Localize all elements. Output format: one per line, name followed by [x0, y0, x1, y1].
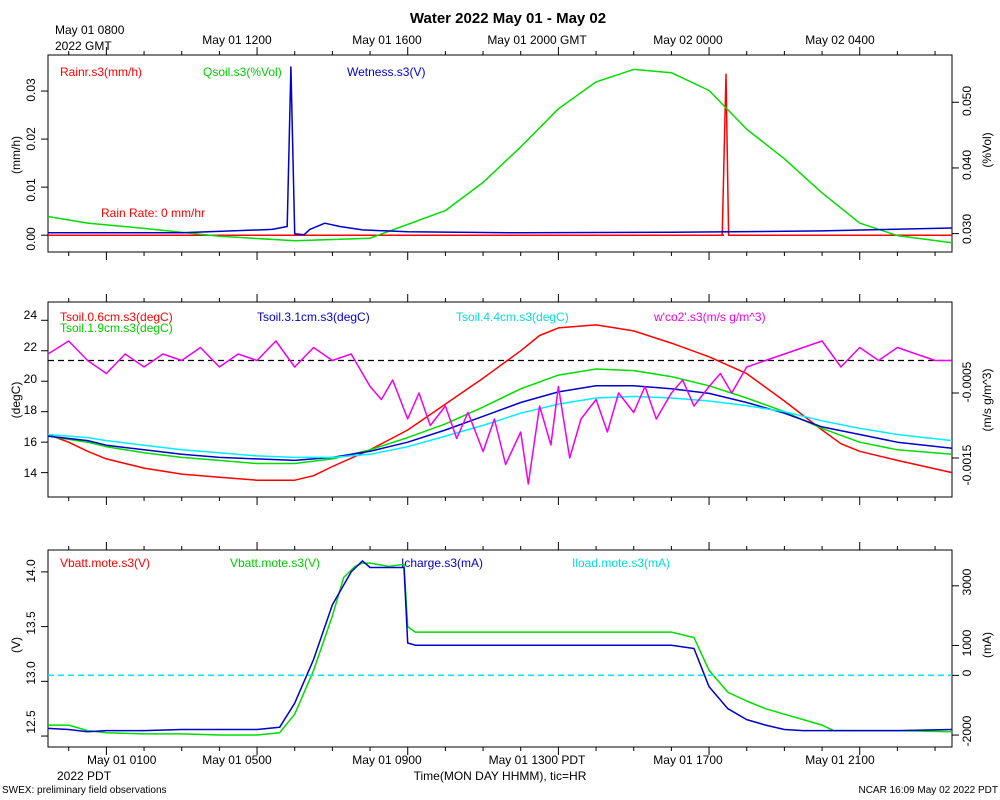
- p2-legend-tsoil31: Tsoil.3.1cm.s3(degC): [257, 310, 370, 324]
- p2-legend-tsoil44: Tsoil.4.4cm.s3(degC): [456, 310, 569, 324]
- p3-left-tick-3: 14.0: [24, 559, 38, 583]
- footer-left: SWEX: preliminary field observations: [2, 785, 167, 796]
- footer-right: NCAR 16:09 May 02 2022 PDT: [858, 785, 998, 796]
- p3-right-tick-2: 1000: [960, 629, 974, 656]
- p2-right-tick-0: -0.0015: [960, 444, 974, 485]
- bottom-tick-label-1: May 01 0500: [202, 753, 272, 767]
- p3-legend-iload: Iload.mote.s3(mA): [572, 556, 670, 570]
- p1-left-tick-1: 0.01: [24, 178, 38, 202]
- p2-left-tick-1: 16: [24, 435, 38, 449]
- p1-annotation: Rain Rate: 0 mm/hr: [101, 206, 205, 220]
- p2-left-tick-4: 22: [24, 340, 38, 354]
- top-tick-label-1: May 01 1600: [352, 33, 422, 47]
- p3-left-ylabel: (V): [9, 637, 23, 653]
- series-line-wetness-s3-v-: [48, 66, 953, 236]
- p3-right-ylabel: (mA): [980, 632, 994, 658]
- bottom-tick-label-4: May 01 1700: [653, 753, 723, 767]
- top-start-label-2: 2022 GMT: [55, 39, 112, 53]
- series-line-icharge-s3-ma-: [47, 560, 953, 733]
- series-line-tsoil-4-4cm-s3-degc-: [47, 395, 953, 459]
- p2-legend-tsoil06: Tsoil.0.6cm.s3(degC): [60, 310, 173, 324]
- p1-right-tick-1: 0.040: [960, 150, 974, 180]
- series-line-w-co2-s3-m-s-g-m-3-: [47, 340, 952, 485]
- panel-1-frame: [47, 54, 953, 253]
- p2-right-ylabel: (m/s g/m^3): [980, 369, 994, 432]
- p1-legend-qsoil: Qsoil.s3(%Vol): [203, 65, 282, 79]
- p3-right-tick-0: -2000: [960, 715, 974, 746]
- p2-legend-tsoil19: Tsoil.1.9cm.s3(degC): [60, 321, 173, 335]
- p2-right-tick-1: -0.0005: [960, 361, 974, 402]
- p1-left-tick-3: 0.03: [24, 78, 38, 102]
- p3-legend-icharge: Icharge.s3(mA): [401, 556, 483, 570]
- p2-left-tick-5: 24: [24, 308, 38, 322]
- bottom-xlabel: Time(MON DAY HHMM), tic=HR: [414, 769, 587, 783]
- p1-legend-wetness: Wetness.s3(V): [347, 65, 425, 79]
- p1-right-tick-2: 0.050: [960, 86, 974, 116]
- chart-marks: [41, 47, 959, 755]
- p3-right-tick-1: 0: [960, 669, 974, 676]
- p2-left-tick-3: 20: [24, 372, 38, 386]
- p3-left-tick-0: 12.5: [24, 710, 38, 734]
- p1-left-tick-2: 0.02: [24, 127, 38, 151]
- bottom-tick-label-5: May 01 2100: [805, 753, 875, 767]
- p2-left-tick-0: 14: [24, 466, 38, 480]
- panel-2-frame: [47, 301, 953, 498]
- chart-title: Water 2022 May 01 - May 02: [410, 10, 606, 27]
- p1-legend-rain: Rainr.s3(mm/h): [60, 65, 142, 79]
- p3-right-tick-3: 3000: [960, 568, 974, 595]
- series-line-tsoil-3-1cm-s3-degc-: [47, 385, 953, 462]
- p3-left-tick-1: 13.0: [24, 661, 38, 685]
- bottom-tick-label-2: May 01 0900: [352, 753, 422, 767]
- top-tick-label-2: May 01 2000 GMT: [487, 33, 587, 47]
- bottom-start-label: 2022 PDT: [57, 769, 112, 783]
- p3-legend-vbatt-green: Vbatt.mote.s3(V): [230, 556, 320, 570]
- bottom-tick-label-0: May 01 0100: [87, 753, 157, 767]
- p1-left-ylabel: (mm/h): [9, 136, 23, 174]
- p3-left-tick-2: 13.5: [24, 611, 38, 635]
- panel-3-frame: [47, 549, 953, 748]
- top-start-label-1: May 01 0800: [55, 23, 125, 37]
- p3-legend-vbatt-red: Vbatt.mote.s3(V): [60, 556, 150, 570]
- p2-left-tick-2: 18: [24, 403, 38, 417]
- p2-legend-wco2: w'co2'.s3(m/s g/m^3): [653, 310, 766, 324]
- series-line-rainr-s3-mm-h-: [48, 73, 952, 236]
- series-line-qsoil-s3-vol-: [47, 68, 953, 244]
- top-tick-label-0: May 01 1200: [202, 33, 272, 47]
- p1-right-tick-0: 0.030: [960, 214, 974, 244]
- series-line-vbatt-mote-s3-v-: [48, 562, 953, 736]
- series-line-tsoil-0-6cm-s3-degc-: [47, 324, 953, 481]
- bottom-tick-label-3: May 01 1300 PDT: [489, 753, 586, 767]
- p1-left-tick-0: 0.00: [24, 227, 38, 251]
- p2-left-ylabel: (degC): [9, 382, 23, 419]
- top-tick-label-4: May 02 0400: [805, 33, 875, 47]
- p1-right-ylabel: (%Vol): [980, 132, 994, 167]
- top-tick-label-3: May 02 0000: [653, 33, 723, 47]
